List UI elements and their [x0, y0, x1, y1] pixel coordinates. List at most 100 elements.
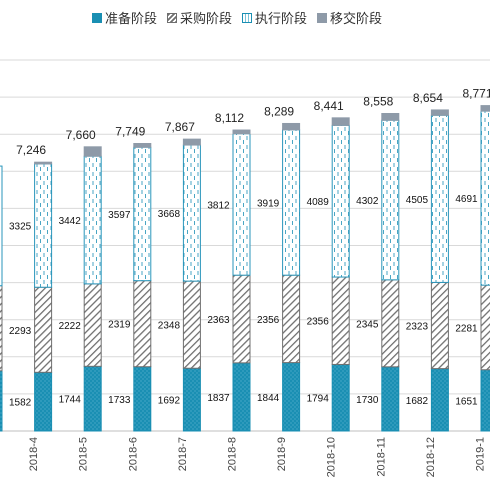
data-label-procurement: 2356: [257, 315, 280, 326]
data-label-execution: 3919: [257, 198, 280, 209]
bar-segment-prep: [282, 362, 301, 432]
data-label-execution: 4089: [307, 197, 330, 208]
bar-segment-procurement: [480, 284, 490, 371]
x-tick-label: 2019-1: [475, 437, 487, 471]
total-label: 7,660: [66, 128, 96, 142]
x-tick-label: 2018-8: [227, 437, 239, 471]
bar-segment-prep: [133, 366, 152, 432]
x-tick-label: 2018-9: [276, 437, 288, 471]
total-label: 7,867: [165, 120, 195, 134]
legend-swatch-execution: [242, 12, 253, 23]
total-label: 8,654: [413, 91, 443, 105]
bar-segment-handover: [331, 117, 350, 126]
legend-label-execution: 执行阶段: [255, 11, 308, 26]
data-label-procurement: 2345: [356, 319, 379, 330]
legend-swatch-handover: [317, 12, 328, 23]
chart-legend: 准备阶段 采购阶段 执行阶段 移交阶段: [92, 8, 382, 27]
data-label-procurement: 2323: [406, 322, 429, 333]
data-label-execution: 3597: [108, 210, 131, 221]
legend-label-prep: 准备阶段: [105, 11, 158, 26]
bar-segment-execution: [182, 144, 201, 282]
labels-group: 1623229332257,1412018-31582229333257,246…: [9, 87, 490, 478]
x-tick-label: 2018-6: [127, 437, 139, 471]
bar-segment-procurement: [282, 274, 301, 364]
bar-segment-procurement: [34, 286, 53, 373]
bar-segment-handover: [34, 161, 53, 165]
data-label-prep: 1794: [307, 394, 330, 405]
legend-item-handover: 移交阶段: [317, 8, 382, 27]
bar-segment-prep: [83, 365, 102, 432]
data-label-execution: 4691: [455, 194, 478, 205]
legend-item-execution: 执行阶段: [242, 8, 307, 27]
bar-segment-handover: [83, 146, 102, 157]
x-tick-label: 2018-4: [28, 437, 40, 471]
bar-segment-procurement: [381, 279, 400, 368]
legend-swatch-prep: [92, 12, 102, 23]
data-label-prep: 1730: [356, 395, 379, 406]
bar-segment-handover: [282, 122, 301, 131]
bar-segment-execution: [232, 133, 251, 276]
data-label-prep: 1844: [257, 393, 280, 404]
data-label-prep: 1582: [9, 398, 32, 409]
bar-segment-procurement: [83, 283, 102, 367]
data-label-execution: 3668: [158, 209, 181, 220]
total-label: 8,771: [462, 87, 490, 101]
data-label-prep: 1692: [158, 396, 181, 407]
bar-segment-execution: [381, 119, 400, 281]
bar-segment-prep: [182, 367, 201, 432]
total-label: 7,749: [115, 125, 145, 139]
data-label-execution: 4505: [406, 195, 429, 206]
bar-segment-execution: [282, 129, 301, 276]
data-label-procurement: 2356: [307, 317, 330, 328]
data-label-procurement: 2222: [59, 321, 82, 332]
bar-segment-procurement: [331, 276, 350, 365]
total-label: 7,246: [16, 143, 46, 157]
bar-segment-procurement: [430, 281, 449, 370]
bars-group: [0, 105, 490, 432]
data-label-procurement: 2281: [455, 323, 478, 334]
data-label-execution: 3325: [9, 222, 32, 233]
bar-segment-handover: [133, 143, 152, 148]
bar-segment-execution: [34, 163, 53, 288]
bar-segment-handover: [381, 112, 400, 121]
data-label-execution: 3812: [207, 200, 230, 211]
legend-label-handover: 移交阶段: [330, 11, 383, 26]
bar-segment-execution: [83, 155, 102, 285]
legend-swatch-procurement: [167, 12, 178, 23]
x-tick-label: 2018-7: [177, 437, 189, 471]
data-label-prep: 1837: [207, 393, 230, 404]
data-label-procurement: 2293: [9, 326, 32, 337]
legend-item-procurement: 采购阶段: [167, 8, 232, 27]
data-label-execution: 4302: [356, 196, 379, 207]
x-tick-label: 2018-10: [326, 437, 338, 477]
x-tick-label: 2018-11: [375, 437, 387, 477]
bar-segment-execution: [430, 114, 449, 283]
bar-segment-prep: [232, 362, 251, 432]
bar-segment-execution: [0, 165, 3, 287]
data-label-prep: 1733: [108, 395, 131, 406]
bar-segment-prep: [331, 363, 350, 432]
x-tick-label: 2018-12: [425, 437, 437, 477]
bar-segment-procurement: [0, 285, 3, 372]
bar-segment-procurement: [182, 280, 201, 369]
bar-segment-handover: [480, 105, 490, 112]
bar-segment-handover: [430, 109, 449, 116]
data-label-procurement: 2348: [158, 321, 181, 332]
data-label-prep: 1744: [59, 395, 82, 406]
bar-segment-prep: [381, 366, 400, 432]
bar-segment-handover: [232, 129, 251, 135]
total-label: 8,289: [264, 104, 294, 118]
bar-segment-execution: [133, 146, 152, 282]
bar-segment-execution: [480, 110, 490, 286]
bar-segment-procurement: [133, 280, 152, 368]
legend-label-procurement: 采购阶段: [180, 11, 233, 26]
data-label-procurement: 2319: [108, 320, 131, 331]
bar-segment-prep: [34, 371, 53, 432]
data-label-procurement: 2363: [207, 315, 230, 326]
bar-segment-execution: [331, 124, 350, 278]
total-label: 8,441: [314, 99, 344, 113]
bar-segment-prep: [0, 370, 3, 432]
total-label: 8,112: [215, 111, 244, 125]
data-label-execution: 3442: [59, 216, 82, 227]
